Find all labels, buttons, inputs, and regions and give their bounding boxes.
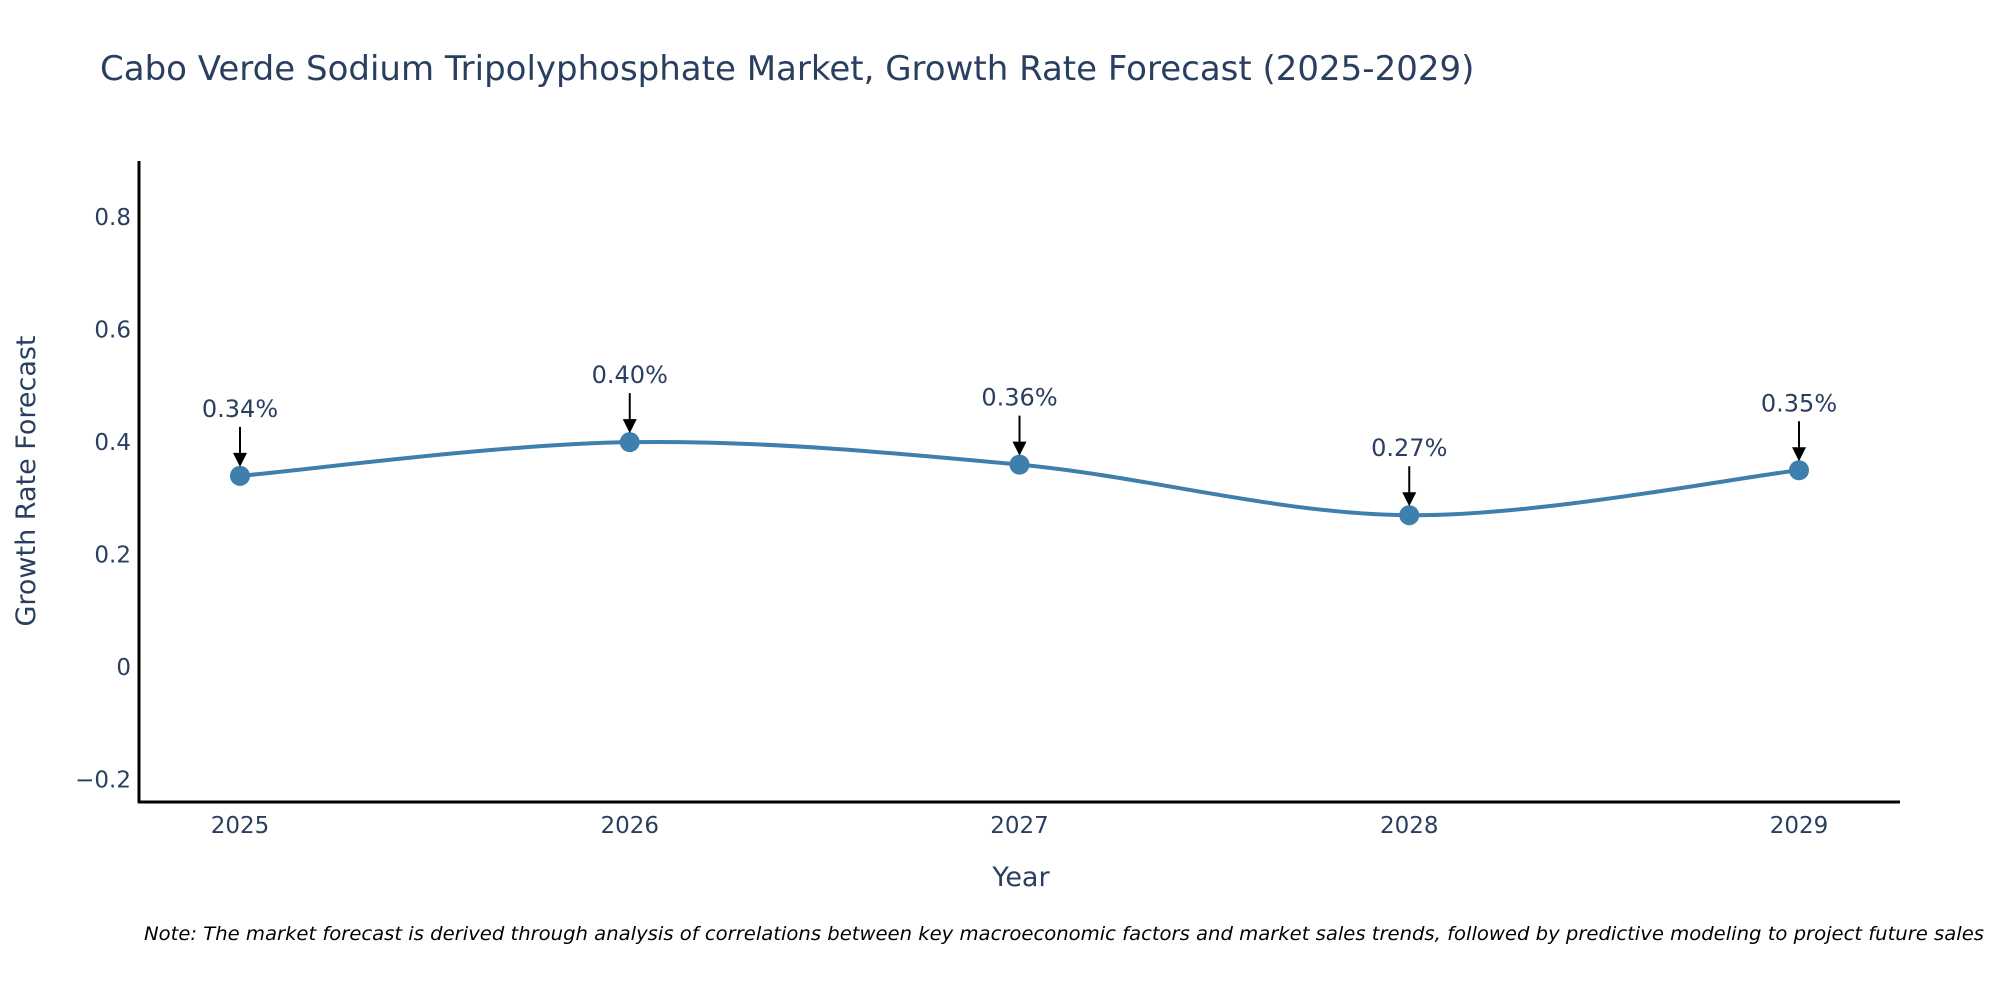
y-tick-label: 0.4 [94,430,131,456]
x-axis-ticks: 2025 2026 2027 2028 2029 [211,813,1829,839]
y-axis-title: Growth Rate Forecast [11,335,42,626]
data-label: 0.35% [1761,389,1837,417]
data-label: 0.34% [202,395,278,423]
x-tick-label: 2026 [600,813,659,839]
y-tick-label: 0 [116,655,131,681]
y-tick-label: 0.2 [94,543,131,569]
data-point [230,465,250,486]
data-label: 0.36% [981,384,1057,412]
data-label: 0.27% [1371,434,1447,462]
data-label: 0.40% [592,361,668,389]
data-point [1789,460,1809,481]
x-axis-title: Year [991,862,1050,893]
annotation-arrowhead [622,419,637,434]
y-tick-label: 0.8 [94,205,131,231]
annotation-arrowhead [1792,447,1806,462]
x-tick-label: 2028 [1380,813,1439,839]
annotation-arrowhead [233,452,247,467]
x-tick-label: 2029 [1770,813,1829,839]
x-tick-label: 2025 [211,813,270,839]
y-tick-label: −0.2 [75,768,131,794]
data-labels: 0.34% 0.40% 0.36% 0.27% 0.35% [202,361,1837,507]
y-tick-label: 0.6 [94,318,131,344]
x-tick-label: 2027 [990,813,1049,839]
data-point [1009,454,1030,475]
annotation-arrowhead [1402,492,1417,507]
annotation-arrowhead [1012,441,1027,456]
chart-title: Cabo Verde Sodium Tripolyphosphate Marke… [100,49,1474,89]
footnote: Note: The market forecast is derived thr… [144,923,1984,945]
data-points [230,432,1809,526]
data-point [619,432,640,453]
data-point [1399,505,1420,526]
y-axis-ticks: −0.2 0 0.2 0.4 0.6 0.8 [75,205,131,793]
